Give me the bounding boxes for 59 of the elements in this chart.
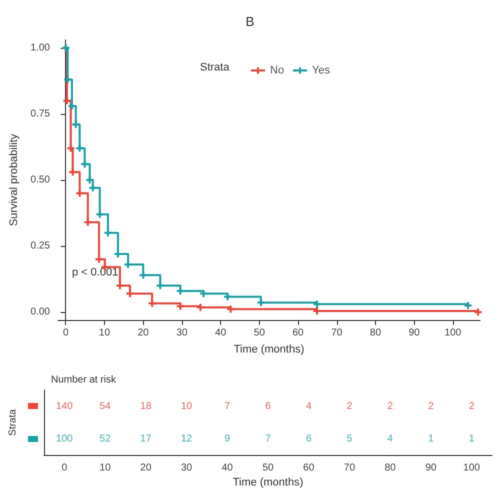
y-tick-label: 0.00: [30, 306, 50, 318]
x-tick-label: 100: [444, 328, 462, 338]
y-axis-title: Survival probability: [8, 133, 20, 226]
data-label: 4: [387, 433, 394, 444]
x-tick-label: 0: [62, 328, 69, 338]
x-tick-label: 80: [384, 462, 396, 474]
data-label: 2: [387, 400, 394, 412]
legend-label: No: [270, 64, 284, 76]
data-label: 6: [265, 400, 272, 412]
y-tick-label: 0.75: [30, 108, 50, 120]
x-tick-label: 100: [463, 462, 480, 474]
x-axis-title: Time (months): [234, 344, 304, 356]
data-label: 54: [100, 400, 112, 412]
y-tick-label: 0.50: [30, 174, 50, 186]
x-tick-label: 50: [254, 328, 266, 338]
x-tick-label: 60: [292, 328, 304, 338]
data-label: 1: [428, 433, 434, 444]
data-label: 10: [180, 400, 193, 412]
x-axis-title: Time (months): [232, 476, 304, 488]
data-label: 1: [468, 433, 475, 444]
y-tick-label: 1.00: [30, 42, 50, 54]
x-tick-label: 0: [62, 462, 68, 474]
chart-title: Number at risk: [51, 374, 118, 386]
x-tick-label: 30: [180, 462, 193, 474]
data-label: 100: [56, 433, 74, 444]
data-label: 2: [428, 400, 434, 412]
x-tick-label: 20: [140, 462, 152, 474]
annotation: p < 0.001: [72, 266, 118, 278]
x-tick-label: 30: [176, 328, 188, 338]
x-tick-label: 40: [222, 462, 234, 474]
x-tick-label: 70: [331, 328, 343, 338]
x-tick-label: 50: [262, 462, 274, 474]
x-tick-label: 70: [344, 462, 356, 474]
data-label: 7: [265, 433, 272, 444]
data-label: 140: [56, 400, 74, 412]
data-label: 9: [224, 433, 230, 444]
x-tick-label: 40: [215, 328, 227, 338]
legend-title: Strata: [200, 62, 230, 74]
data-label: 5: [346, 433, 353, 444]
data-label: 4: [306, 400, 312, 412]
data-label: 17: [140, 433, 152, 444]
x-tick-label: 90: [425, 462, 437, 474]
y-axis-title: Strata: [8, 408, 18, 436]
legend-label: Yes: [312, 64, 331, 76]
data-label: 2: [346, 400, 353, 412]
y-tick-label: 0.25: [30, 240, 50, 252]
x-tick-label: 90: [408, 328, 420, 338]
data-label: 2: [468, 400, 475, 412]
data-label: 6: [306, 433, 312, 444]
chart-title: B: [246, 14, 254, 29]
data-label: 52: [100, 433, 112, 444]
x-tick-label: 10: [100, 462, 112, 474]
data-label: 18: [140, 400, 152, 412]
x-tick-label: 20: [138, 328, 150, 338]
x-tick-label: 80: [370, 328, 382, 338]
x-tick-label: 60: [303, 462, 315, 474]
data-label: 7: [224, 400, 230, 412]
data-label: 12: [180, 433, 193, 444]
x-tick-label: 10: [98, 328, 110, 338]
